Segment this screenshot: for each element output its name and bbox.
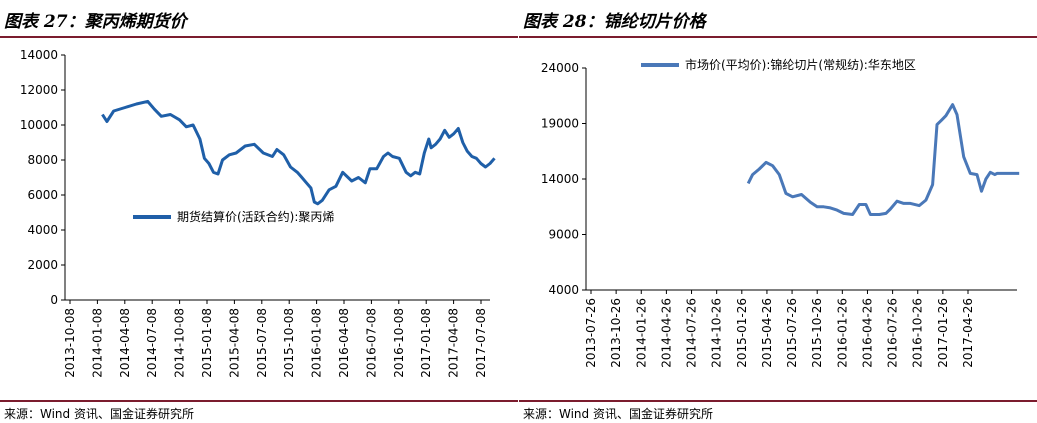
y-tick-label: 14000 xyxy=(20,48,58,62)
x-tick-label: 2014-01-08 xyxy=(90,308,104,378)
x-tick-label: 2015-01-26 xyxy=(735,298,749,368)
y-tick-label: 19000 xyxy=(541,117,579,131)
x-tick-label: 2016-04-08 xyxy=(337,308,351,378)
chart-title-bar: 图表 27：聚丙烯期货价 xyxy=(0,0,518,34)
x-tick-label: 2017-04-26 xyxy=(961,298,975,368)
y-tick-label: 12000 xyxy=(20,83,58,97)
y-tick-label: 4000 xyxy=(548,283,579,297)
x-tick-label: 2014-07-08 xyxy=(145,308,159,378)
x-tick-label: 2017-01-08 xyxy=(419,308,433,378)
x-tick-label: 2016-07-08 xyxy=(364,308,378,378)
source-divider xyxy=(0,400,518,402)
data-series-line xyxy=(101,99,496,206)
x-tick-label: 2016-01-08 xyxy=(310,308,324,378)
data-series-line xyxy=(746,103,1020,216)
chart-source: 来源：Wind 资讯、国金证券研究所 xyxy=(523,407,713,421)
x-tick-label: 2016-10-08 xyxy=(392,308,406,378)
x-tick-label: 2015-10-26 xyxy=(810,298,824,368)
legend-label: 市场价(平均价):锦纶切片(常规纺):华东地区 xyxy=(685,57,916,72)
chart-panel-nylon-chip: 图表 28：锦纶切片价格 4000 9000 14000 19000 24000 2013… xyxy=(519,0,1037,423)
y-tick-label: 10000 xyxy=(20,118,58,132)
y-tick-label: 4000 xyxy=(27,223,58,237)
x-tick-label: 2016-07-26 xyxy=(886,298,900,368)
y-tick-label: 8000 xyxy=(27,153,58,167)
x-tick-label: 2017-04-08 xyxy=(447,308,461,378)
y-tick-label: 24000 xyxy=(541,61,579,75)
source-divider xyxy=(519,400,1037,402)
x-tick-label: 2015-04-08 xyxy=(227,308,241,378)
y-tick-label: 6000 xyxy=(27,188,58,202)
title-divider xyxy=(0,36,518,38)
x-tick-label: 2016-10-26 xyxy=(911,298,925,368)
x-tick-label: 2015-10-08 xyxy=(282,308,296,378)
legend-label: 期货结算价(活跃合约):聚丙烯 xyxy=(177,209,334,224)
x-tick-label: 2014-10-26 xyxy=(710,298,724,368)
x-tick-label: 2017-07-08 xyxy=(474,308,488,378)
x-tick-label: 2016-04-26 xyxy=(860,298,874,368)
y-tick-label: 14000 xyxy=(541,172,579,186)
y-tick-label: 2000 xyxy=(27,258,58,272)
x-tick-label: 2017-01-26 xyxy=(936,298,950,368)
x-tick-label: 2013-07-26 xyxy=(584,298,598,368)
title-divider xyxy=(519,36,1037,38)
chart-panel-polypropylene: 图表 27：聚丙烯期货价 0 2000 4000 6000 8000 10000 12000… xyxy=(0,0,518,423)
x-tick-label: 2014-04-26 xyxy=(659,298,673,368)
polypropylene-line-chart: 0 2000 4000 6000 8000 10000 12000 14000 2013-10-… xyxy=(20,48,496,378)
x-tick-label: 2015-04-26 xyxy=(760,298,774,368)
chart-title: 图表 28：锦纶切片价格 xyxy=(523,12,706,32)
nylon-chip-line-chart: 4000 9000 14000 19000 24000 2013-07-26 2013-10… xyxy=(541,57,1020,368)
chart-source: 来源：Wind 资讯、国金证券研究所 xyxy=(4,407,194,421)
x-tick-label: 2015-07-26 xyxy=(785,298,799,368)
x-tick-label: 2014-07-26 xyxy=(685,298,699,368)
x-tick-label: 2015-07-08 xyxy=(255,308,269,378)
x-tick-label: 2016-01-26 xyxy=(835,298,849,368)
x-tick-label: 2014-01-26 xyxy=(634,298,648,368)
x-tick-label: 2013-10-08 xyxy=(63,308,77,378)
y-tick-label: 0 xyxy=(50,293,58,307)
x-tick-label: 2014-10-08 xyxy=(173,308,187,378)
chart-title: 图表 27：聚丙烯期货价 xyxy=(4,12,187,32)
y-tick-label: 9000 xyxy=(548,228,579,242)
x-tick-label: 2014-04-08 xyxy=(118,308,132,378)
x-tick-label: 2013-10-26 xyxy=(609,298,623,368)
x-tick-label: 2015-01-08 xyxy=(200,308,214,378)
chart-title-bar: 图表 28：锦纶切片价格 xyxy=(519,0,1037,34)
